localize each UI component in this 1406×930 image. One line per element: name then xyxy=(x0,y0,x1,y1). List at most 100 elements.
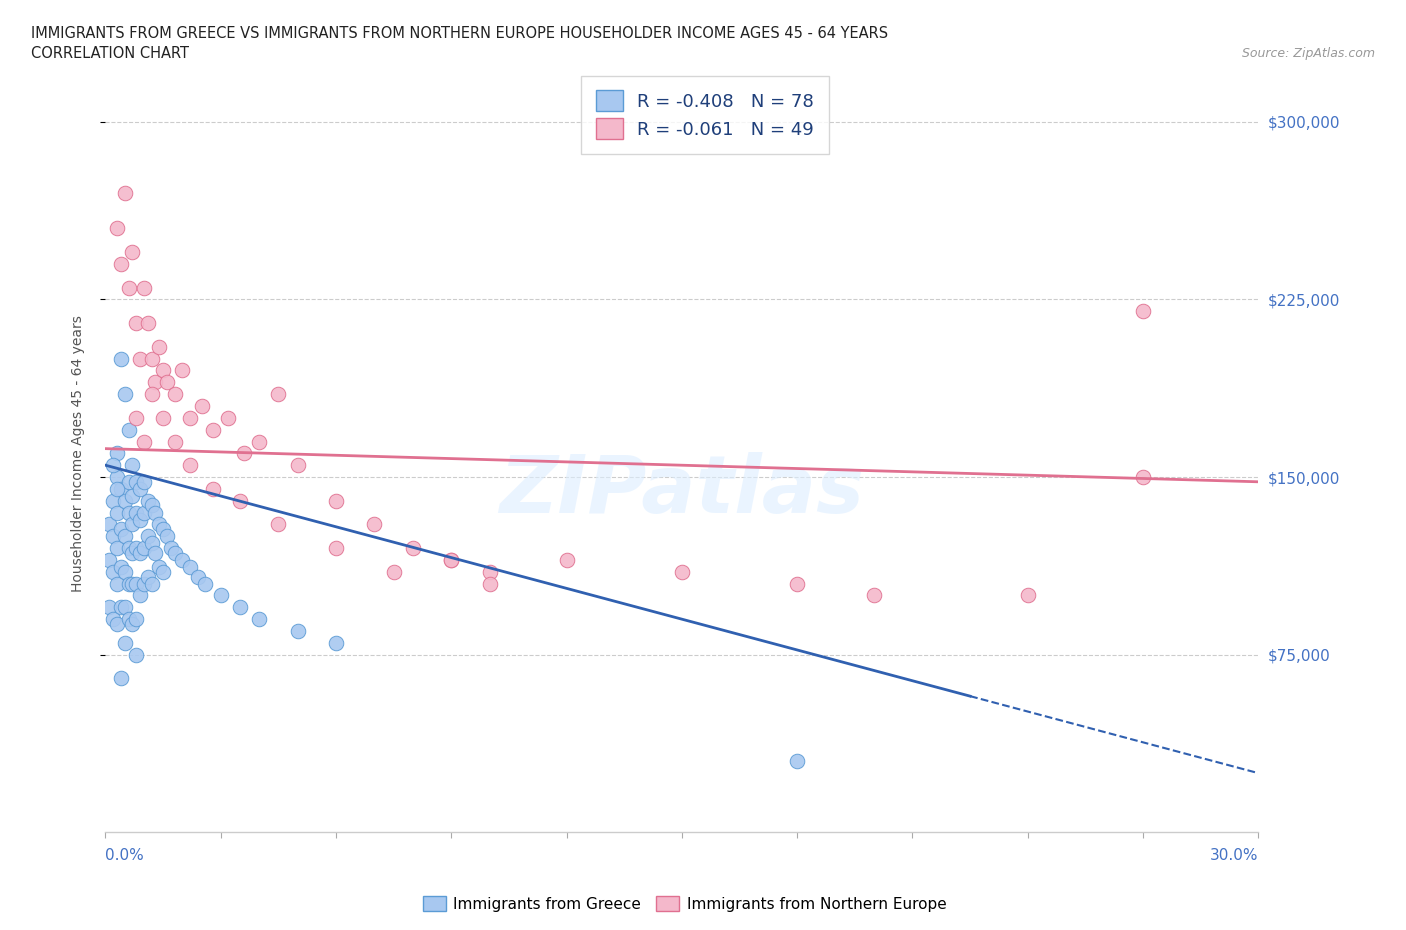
Point xyxy=(402,540,425,555)
Point xyxy=(132,434,155,449)
Point xyxy=(267,387,290,402)
Point xyxy=(190,399,212,414)
Point xyxy=(478,577,501,591)
Point xyxy=(172,363,194,378)
Point xyxy=(129,512,152,527)
Point xyxy=(152,522,174,537)
Legend: R = -0.408   N = 78, R = -0.061   N = 49: R = -0.408 N = 78, R = -0.061 N = 49 xyxy=(582,76,828,153)
Text: 0.0%: 0.0% xyxy=(105,848,145,863)
Point xyxy=(101,529,124,544)
Point xyxy=(136,493,159,508)
Point xyxy=(117,612,139,627)
Point xyxy=(247,434,270,449)
Point xyxy=(110,352,132,366)
Point xyxy=(117,505,139,520)
Point xyxy=(110,671,132,685)
Point xyxy=(209,588,232,603)
Point xyxy=(117,577,139,591)
Point xyxy=(478,565,501,579)
Point xyxy=(145,505,167,520)
Point xyxy=(125,505,148,520)
Point xyxy=(863,588,886,603)
Point xyxy=(141,577,163,591)
Point xyxy=(179,410,201,425)
Point xyxy=(141,536,163,551)
Point xyxy=(121,545,143,560)
Point xyxy=(363,517,385,532)
Point xyxy=(114,387,136,402)
Point xyxy=(440,552,463,567)
Point xyxy=(786,577,808,591)
Point xyxy=(117,540,139,555)
Point xyxy=(132,280,155,295)
Point xyxy=(141,352,163,366)
Point xyxy=(145,545,167,560)
Point xyxy=(98,552,121,567)
Point xyxy=(129,482,152,497)
Point xyxy=(136,529,159,544)
Point xyxy=(114,565,136,579)
Point xyxy=(105,470,128,485)
Point xyxy=(325,493,347,508)
Point xyxy=(217,410,239,425)
Point xyxy=(1017,588,1039,603)
Point xyxy=(125,474,148,489)
Point xyxy=(110,522,132,537)
Point xyxy=(156,375,179,390)
Point xyxy=(117,422,139,437)
Point xyxy=(114,635,136,650)
Point xyxy=(267,517,290,532)
Point xyxy=(141,387,163,402)
Point xyxy=(105,505,128,520)
Point xyxy=(172,552,194,567)
Point xyxy=(105,577,128,591)
Point xyxy=(105,482,128,497)
Point xyxy=(229,600,252,615)
Point xyxy=(129,352,152,366)
Point xyxy=(101,565,124,579)
Point xyxy=(125,540,148,555)
Point xyxy=(671,565,693,579)
Point xyxy=(1132,304,1154,319)
Point xyxy=(114,493,136,508)
Point xyxy=(1132,470,1154,485)
Point xyxy=(132,474,155,489)
Point xyxy=(110,600,132,615)
Point xyxy=(382,565,405,579)
Point xyxy=(121,488,143,503)
Point xyxy=(202,482,225,497)
Point xyxy=(232,446,254,461)
Point xyxy=(101,493,124,508)
Point xyxy=(110,482,132,497)
Point xyxy=(163,434,186,449)
Point xyxy=(152,410,174,425)
Point xyxy=(121,517,143,532)
Point xyxy=(121,577,143,591)
Text: ZIPatlas: ZIPatlas xyxy=(499,452,865,530)
Point xyxy=(132,540,155,555)
Point xyxy=(129,588,152,603)
Point xyxy=(148,560,170,575)
Point xyxy=(132,577,155,591)
Point xyxy=(152,565,174,579)
Point xyxy=(163,545,186,560)
Text: IMMIGRANTS FROM GREECE VS IMMIGRANTS FROM NORTHERN EUROPE HOUSEHOLDER INCOME AGE: IMMIGRANTS FROM GREECE VS IMMIGRANTS FRO… xyxy=(31,26,889,41)
Point xyxy=(325,540,347,555)
Point xyxy=(125,410,148,425)
Point xyxy=(129,545,152,560)
Point xyxy=(121,245,143,259)
Point xyxy=(247,612,270,627)
Point xyxy=(117,280,139,295)
Point xyxy=(125,315,148,330)
Point xyxy=(555,552,578,567)
Point xyxy=(159,540,181,555)
Point xyxy=(105,540,128,555)
Point xyxy=(152,363,174,378)
Point xyxy=(156,529,179,544)
Point xyxy=(136,315,159,330)
Point xyxy=(110,257,132,272)
Point xyxy=(121,617,143,631)
Point xyxy=(114,529,136,544)
Text: CORRELATION CHART: CORRELATION CHART xyxy=(31,46,188,61)
Point xyxy=(287,458,309,472)
